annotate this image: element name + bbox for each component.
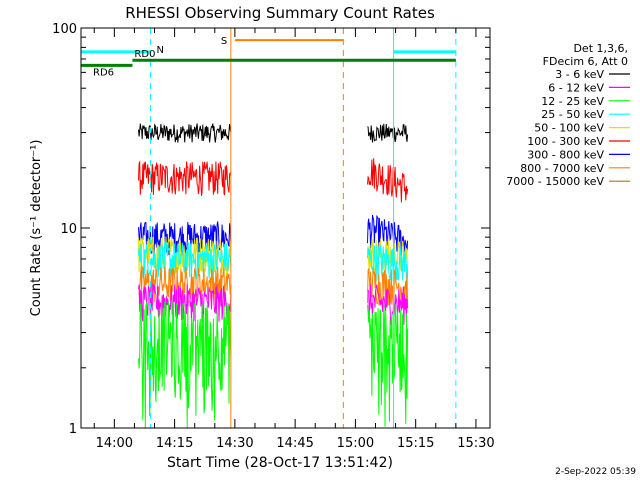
flag-label-rd0: RD0 [134,49,155,60]
flag-label-s: S [221,36,227,47]
series-line-3-6keV [138,123,232,143]
y-tick-label: 10 [60,222,77,237]
x-tick-label: 15:30 [457,436,494,451]
footer-timestamp: 2-Sep-2022 05:39 [555,467,636,477]
flag-label-rd6: RD6 [93,67,114,78]
series-line-6-12keV [138,282,232,323]
x-axis-label: Start Time (28-Oct-17 13:51:42) [167,455,393,471]
series-line-25-50keV [138,241,232,281]
legend-label: 100 - 300 keV [527,135,604,148]
y-tick-label: 100 [52,22,77,37]
y-tick-label: 1 [69,422,77,437]
legend-label: 6 - 12 keV [548,81,604,94]
legend-label: 25 - 50 keV [541,108,604,121]
legend-header: Det 1,3,6, [573,42,628,55]
series-line-800-7000keV [367,268,409,307]
series-line-12-25keV [367,303,409,427]
legend-label: 7000 - 15000 keV [506,175,604,188]
series-line-300-800keV [367,214,409,257]
series-line-100-300keV [138,160,232,196]
series-line-100-300keV [367,158,409,203]
legend-header: FDecim 6, Att 0 [543,55,628,68]
series-line-3-6keV [367,123,409,143]
x-tick-label: 15:15 [397,436,434,451]
y-axis-ticks: 1 10 100 [52,22,490,437]
x-tick-label: 14:15 [156,436,193,451]
series-line-25-50keV [367,244,409,284]
x-tick-label: 15:00 [337,436,374,451]
flag-label-n: N [157,45,164,56]
legend-label: 3 - 6 keV [555,68,604,81]
y-axis-label: Count Rate (s⁻¹ detector⁻¹) [29,140,44,317]
legend-label: 300 - 800 keV [527,148,604,161]
legend-label: 12 - 25 keV [541,95,604,108]
x-axis-ticks: 14:00 14:15 14:30 14:45 15:00 15:15 15:30 [93,28,495,451]
x-tick-label: 14:45 [276,436,313,451]
plot-area [138,123,409,428]
x-tick-label: 14:00 [96,436,133,451]
series-line-6-12keV [367,284,409,326]
x-tick-label: 14:30 [216,436,253,451]
legend-label: 800 - 7000 keV [520,162,604,175]
series-line-12-25keV [138,301,232,428]
legend-label: 50 - 100 keV [534,122,604,135]
chart-title: RHESSI Observing Summary Count Rates [125,4,435,22]
